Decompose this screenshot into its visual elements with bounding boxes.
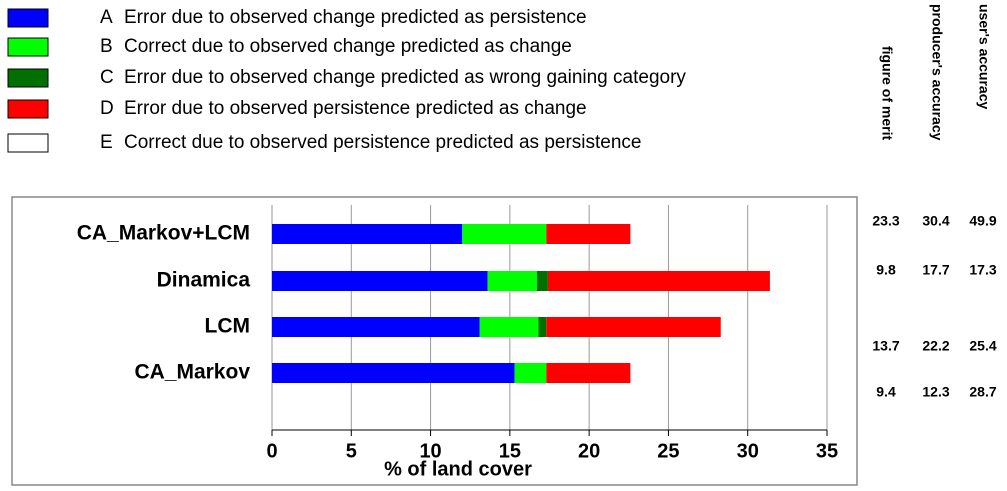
x-tick-label: 15 <box>499 440 521 462</box>
y-tick-label: LCM <box>205 315 251 338</box>
legend-letter: E <box>100 132 113 153</box>
table-cell: 13.7 <box>872 338 899 354</box>
table-cell: 23.3 <box>872 213 899 229</box>
x-tick-label: 5 <box>346 440 357 462</box>
table-cell: 9.8 <box>876 262 896 278</box>
x-tick-label: 35 <box>816 440 838 462</box>
legend-letter: B <box>100 36 113 57</box>
table-header: user's accuracy <box>976 4 992 110</box>
legend-letter: C <box>100 67 114 88</box>
legend-label: Correct due to observed persistence pred… <box>124 132 642 153</box>
x-tick-label: 30 <box>737 440 759 462</box>
table-cell: 28.7 <box>969 384 996 400</box>
table-cell: 49.9 <box>969 213 996 229</box>
bar-segment <box>272 271 488 291</box>
bar-segment <box>272 224 463 244</box>
table-cell: 30.4 <box>922 213 949 229</box>
table-cell: 25.4 <box>969 338 996 354</box>
bar-segment <box>272 363 515 383</box>
bar-segment <box>487 271 537 291</box>
x-tick-label: 20 <box>578 440 600 462</box>
bar-segment <box>462 224 547 244</box>
table-header: producer's accuracy <box>929 4 945 141</box>
bar-segment <box>536 271 548 291</box>
legend-swatch <box>7 99 49 119</box>
table-cell: 12.3 <box>922 384 949 400</box>
legend-label: Correct due to observed change predicted… <box>124 36 572 57</box>
bar-segment <box>514 363 547 383</box>
legend-swatch <box>7 8 49 28</box>
legend-swatch <box>7 133 49 153</box>
table-cell: 9.4 <box>876 384 896 400</box>
bar-segment <box>272 317 480 337</box>
legend-letter: A <box>100 7 113 28</box>
bar-segment <box>538 317 547 337</box>
table-cell: 17.7 <box>922 262 949 278</box>
table-cell: 17.3 <box>969 262 996 278</box>
legend-swatch <box>7 37 49 57</box>
x-tick-label: 0 <box>266 440 277 462</box>
legend-label: Error due to observed change predicted a… <box>124 67 686 88</box>
y-tick-label: CA_Markov <box>134 361 250 384</box>
legend-label: Error due to observed persistence predic… <box>124 98 587 119</box>
x-tick-label: 25 <box>657 440 679 462</box>
x-axis-title: % of land cover <box>384 458 532 480</box>
bar-segment <box>479 317 539 337</box>
bar-segment <box>546 317 721 337</box>
table-cell: 22.2 <box>922 338 949 354</box>
bar-segment <box>546 363 631 383</box>
y-tick-label: CA_Markov+LCM <box>77 222 250 245</box>
legend-swatch <box>7 68 49 88</box>
y-tick-label: Dinamica <box>157 269 251 292</box>
legend-letter: D <box>100 98 114 119</box>
table-header: figure of merit <box>879 46 895 140</box>
bar-segment <box>547 271 770 291</box>
chart-frame <box>11 196 858 486</box>
bar-segment <box>546 224 631 244</box>
x-tick-label: 10 <box>419 440 441 462</box>
legend-label: Error due to observed change predicted a… <box>124 7 587 28</box>
